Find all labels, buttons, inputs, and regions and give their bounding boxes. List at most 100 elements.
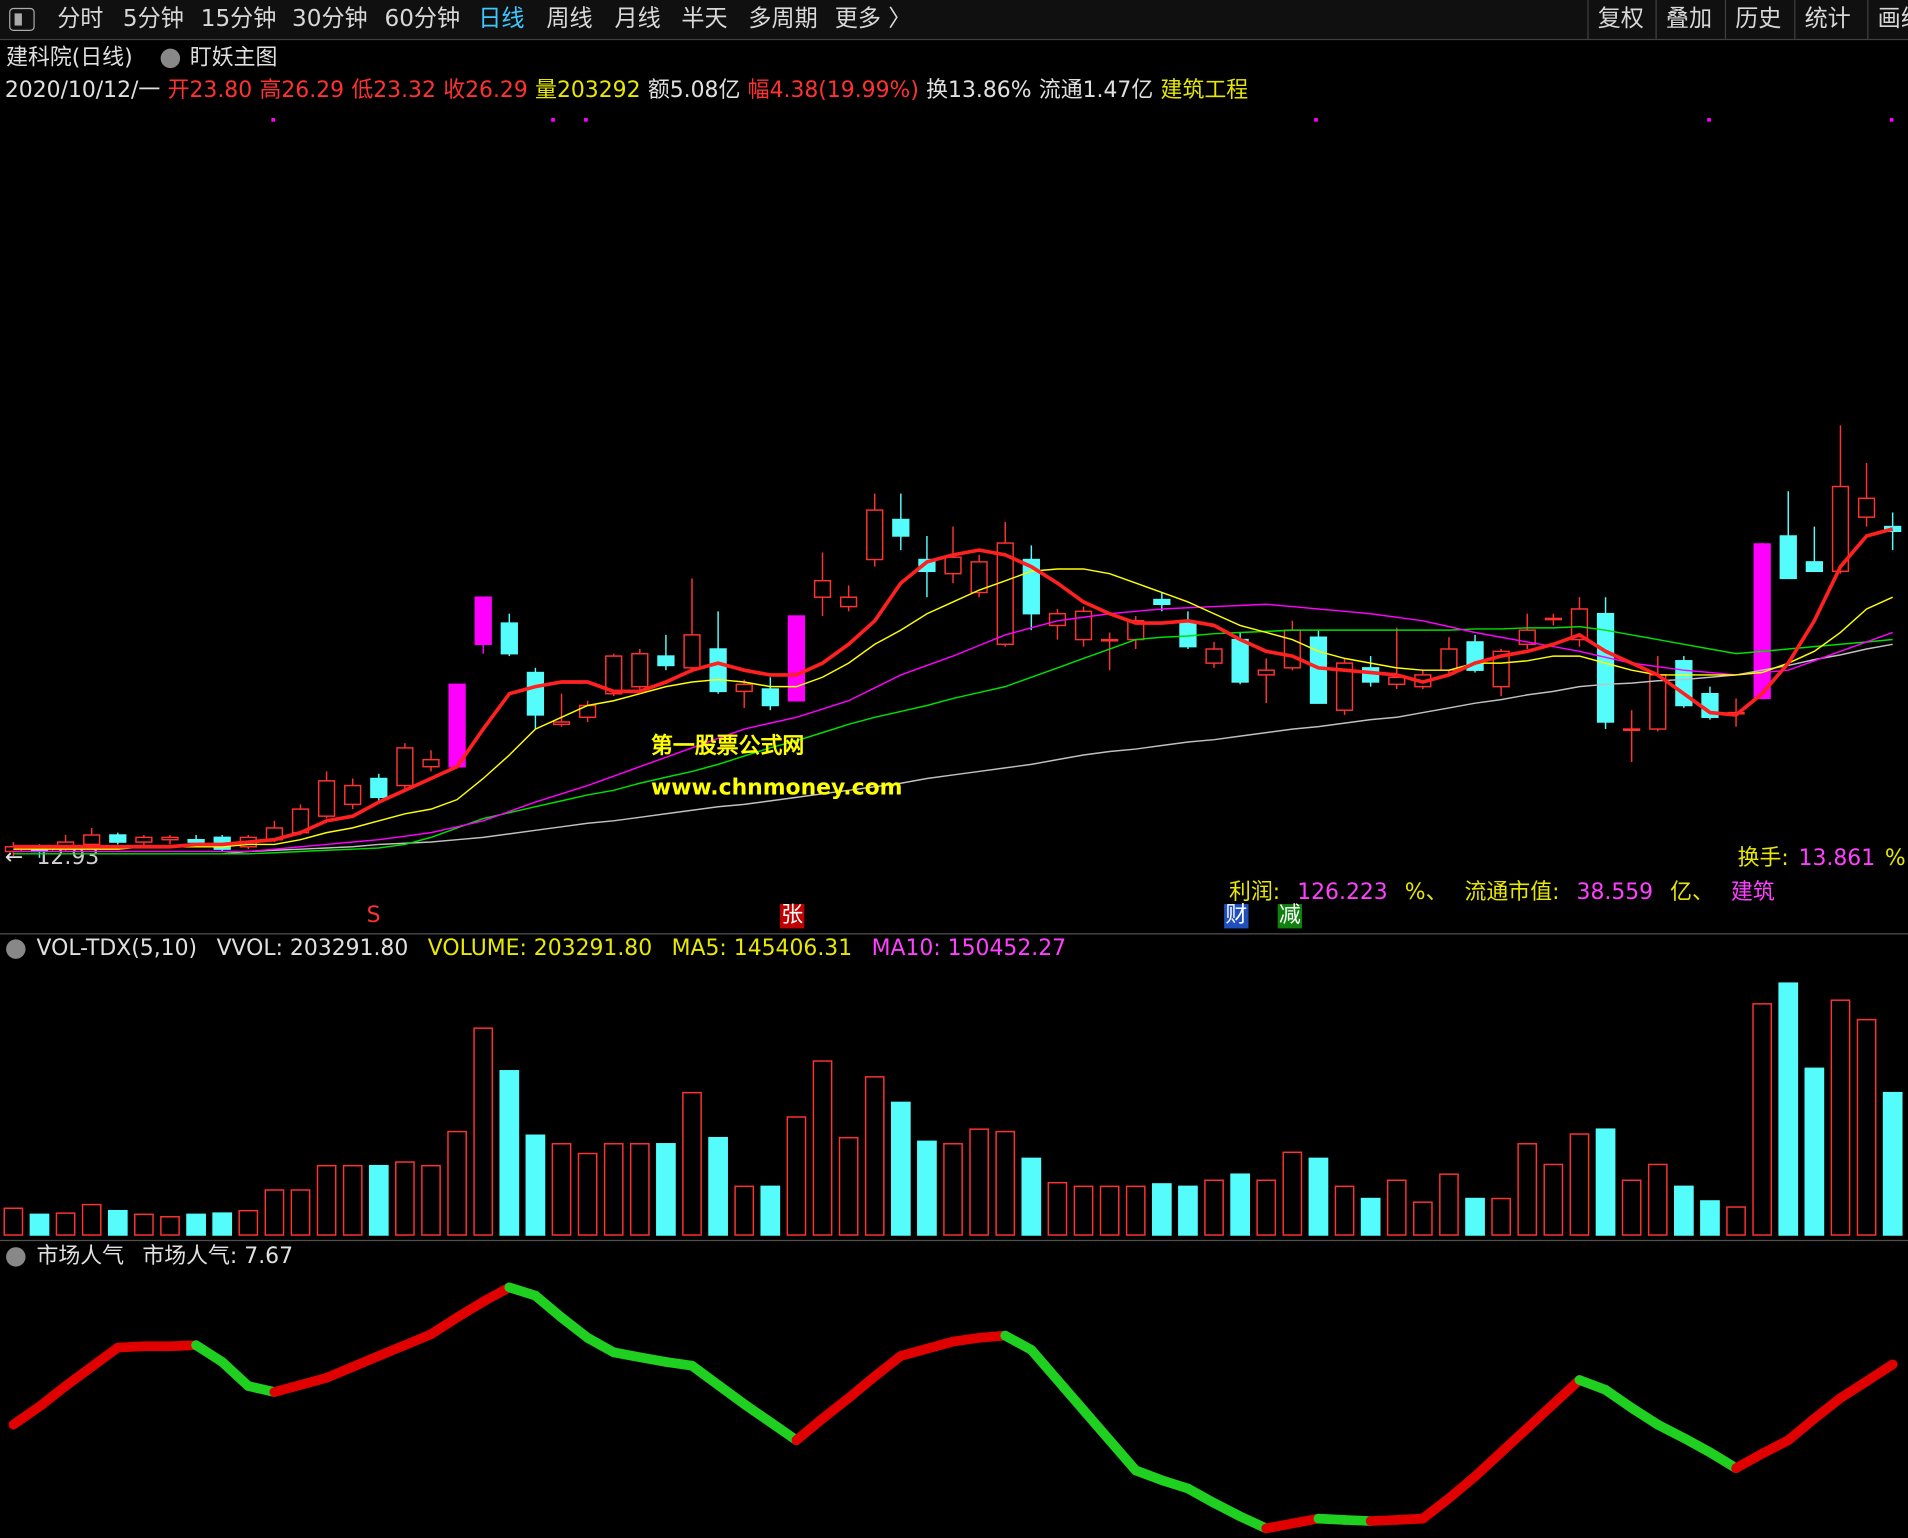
period-tab[interactable]: 半天 xyxy=(681,6,727,32)
volume-bar xyxy=(107,1209,128,1236)
volume-bar xyxy=(1178,1185,1198,1236)
menu-dot[interactable] xyxy=(160,48,181,69)
candle-body xyxy=(709,648,727,693)
volume-bar xyxy=(1204,1179,1224,1236)
sentiment-segment xyxy=(191,1340,228,1367)
menu-dot[interactable] xyxy=(6,939,26,959)
volume-bar xyxy=(134,1213,154,1236)
candle-body xyxy=(1335,662,1354,711)
tool-button[interactable]: 统计 xyxy=(1805,6,1851,32)
fundamental-row: 利润: 126.223 %、 流通市值: 38.559 亿、 建筑 xyxy=(1229,880,1775,905)
volume-bar xyxy=(943,1143,963,1236)
period-tab[interactable]: 日线 xyxy=(478,6,524,32)
tool-button[interactable]: 画线 xyxy=(1878,6,1908,32)
candle-body xyxy=(552,721,571,726)
menu-dot[interactable] xyxy=(6,1247,26,1267)
sentiment-segment xyxy=(1026,1344,1063,1385)
sentiment-segment xyxy=(478,1282,515,1307)
volume-bar xyxy=(786,1116,807,1236)
candle-body xyxy=(892,518,910,537)
ind-legend: 市场人气: 7.67 xyxy=(142,1244,293,1269)
sentiment-segment xyxy=(530,1290,567,1323)
sentiment-segment xyxy=(60,1361,97,1391)
volume-bar xyxy=(1047,1181,1068,1236)
volume-bar xyxy=(342,1164,363,1236)
tag-box xyxy=(1277,904,1303,929)
candle-body xyxy=(526,671,545,716)
sentiment-segment xyxy=(1835,1376,1872,1403)
tag: 张 xyxy=(781,903,803,928)
sentiment-segment xyxy=(1600,1384,1637,1413)
volume-bar xyxy=(1412,1201,1433,1236)
turnover: 换手: xyxy=(1738,846,1789,871)
sentiment-segment xyxy=(739,1399,776,1428)
panel-icon-fill xyxy=(14,13,22,26)
ind-title: 市场人气 xyxy=(37,1244,125,1269)
period-tab[interactable]: 60分钟 xyxy=(385,6,461,32)
tool-button[interactable]: 历史 xyxy=(1735,6,1781,32)
tool-button[interactable]: 复权 xyxy=(1598,6,1644,32)
turnover: 13.861 xyxy=(1799,846,1876,871)
sentiment-segment xyxy=(582,1332,619,1358)
quote-field: 低23.32 xyxy=(351,78,436,103)
period-tab[interactable]: 周线 xyxy=(546,6,592,32)
dot xyxy=(271,118,276,122)
tag: 减 xyxy=(1279,903,1301,928)
period-tab[interactable]: 更多 〉 xyxy=(835,6,912,32)
volume-bar xyxy=(1726,1206,1746,1236)
candle-body xyxy=(944,556,962,575)
sentiment-segment xyxy=(1548,1375,1585,1409)
candle-body xyxy=(448,683,466,768)
volume-bar xyxy=(160,1216,180,1236)
signal-dots xyxy=(271,118,1894,122)
fundamental: 126.223 xyxy=(1297,880,1388,905)
panel-icon[interactable] xyxy=(9,7,35,32)
volume-bar xyxy=(1360,1197,1381,1236)
tag-box xyxy=(779,904,805,929)
candle-body xyxy=(396,747,414,787)
volume-bar xyxy=(1308,1157,1329,1236)
period-tab[interactable]: 30分钟 xyxy=(292,6,368,32)
candle-body xyxy=(317,780,336,817)
candle-body xyxy=(1362,667,1380,683)
candle-body xyxy=(1649,674,1667,730)
sentiment-segment xyxy=(1809,1393,1846,1424)
sentiment-segment xyxy=(34,1381,71,1412)
period-tab[interactable]: 15分钟 xyxy=(201,6,277,32)
watermark: 第一股票公式网 xyxy=(651,733,804,759)
candle-body xyxy=(1388,676,1406,686)
sentiment-segment xyxy=(217,1357,254,1391)
volume-bar xyxy=(1804,1067,1825,1236)
volume-bar xyxy=(264,1189,285,1236)
volume-bar xyxy=(1151,1183,1172,1236)
volume-bar xyxy=(55,1212,76,1236)
stock-title: 建科院(日线) xyxy=(6,45,133,70)
volume-bar xyxy=(1882,1091,1903,1236)
fundamental: 38.559 xyxy=(1577,880,1654,905)
volume-bar xyxy=(629,1143,650,1236)
vol-legend: VOLUME: 203291.80 xyxy=(428,936,652,961)
volume-bar xyxy=(525,1134,546,1236)
sentiment-segment xyxy=(791,1413,828,1446)
volume-bar xyxy=(1021,1157,1042,1236)
period-tab[interactable]: 5分钟 xyxy=(123,6,184,32)
sentiment-segment xyxy=(687,1360,723,1390)
candle-body xyxy=(83,834,101,846)
candle-body xyxy=(761,688,779,707)
candle-body xyxy=(1753,543,1771,700)
vol-legend: MA5: 145406.31 xyxy=(672,936,853,961)
period-tab[interactable]: 多周期 xyxy=(748,6,817,32)
volume-bar xyxy=(1517,1143,1538,1236)
volume-bar xyxy=(1647,1163,1668,1236)
candle-body xyxy=(474,596,492,646)
volume-bar xyxy=(1569,1133,1590,1236)
volume-bar xyxy=(447,1130,467,1236)
tool-button[interactable]: 叠加 xyxy=(1666,6,1712,32)
quote-field: 高26.29 xyxy=(259,78,344,103)
sentiment-segment xyxy=(426,1312,462,1340)
turnover-row: 换手: 13.861% xyxy=(1738,846,1906,871)
period-tab[interactable]: 分时 xyxy=(57,6,103,32)
sentiment-segment xyxy=(1678,1433,1715,1458)
period-tab[interactable]: 月线 xyxy=(615,6,661,32)
